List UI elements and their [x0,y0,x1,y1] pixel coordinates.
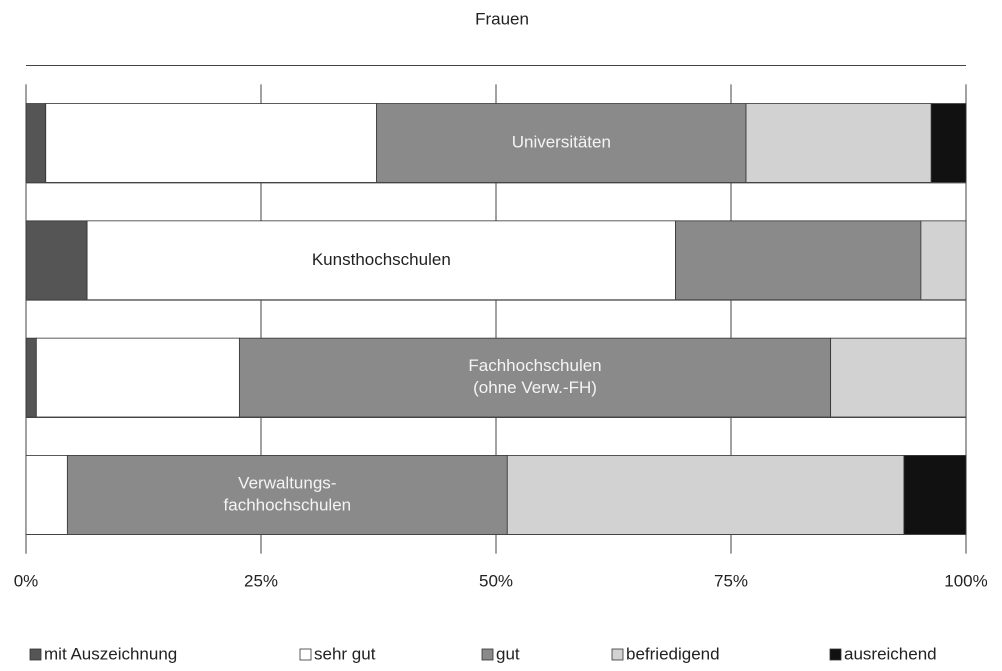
legend-label: sehr gut [314,644,376,663]
bar-segment [25,220,88,301]
bar-segment [675,220,922,301]
bar-segment [25,337,37,418]
x-tick-label: 50% [479,571,513,590]
bar-segment [903,455,967,535]
category-label: Universitäten [512,133,611,152]
legend-swatch [29,648,42,661]
bar-segment [830,337,967,418]
category-label: Fachhochschulen [468,356,601,375]
legend-label: gut [496,644,520,663]
legend-label: befriedigend [626,644,720,663]
chart-title: Frauen [475,9,529,28]
x-tick-label: 75% [714,571,748,590]
bar-segment [920,220,967,301]
x-tick-label: 25% [244,571,278,590]
bar-segment [86,220,676,301]
bar-segment [506,455,905,535]
category-label: Kunsthochschulen [312,250,451,269]
bar-segment [66,455,508,535]
bar-segment [45,103,378,183]
legend-swatch [481,648,494,661]
category-label: (ohne Verw.-FH) [473,378,597,397]
x-tick-label: 100% [944,571,987,590]
legend-label: mit Auszeichnung [44,644,177,663]
x-tick-label: 0% [14,571,39,590]
legend-swatch [829,648,842,661]
bar-segment [35,337,240,418]
category-label: Verwaltungs- [238,473,336,492]
legend-swatch [299,648,312,661]
legend-swatch [611,648,624,661]
legend-label: ausreichend [844,644,937,663]
bar-segment [930,103,967,183]
bar-segment [25,455,68,535]
category-label: fachhochschulen [224,495,352,514]
bar-segment [238,337,832,418]
bar-segment [745,103,932,183]
bar-segment [25,103,47,183]
